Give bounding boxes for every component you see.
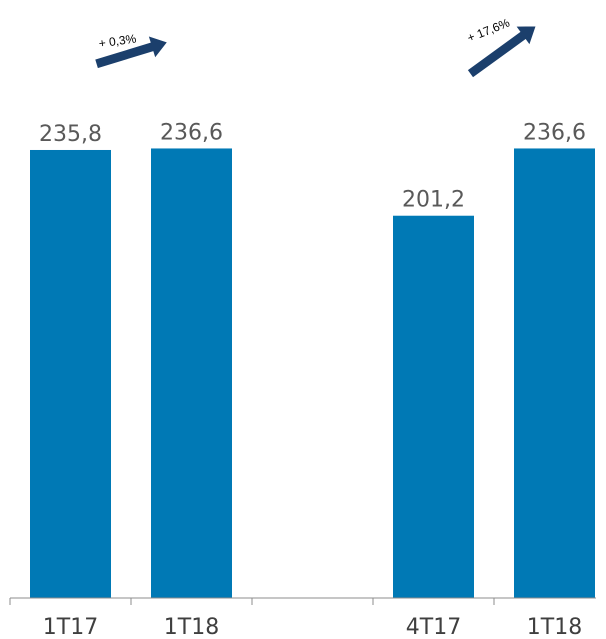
growth-arrow-icon	[466, 25, 538, 79]
x-axis	[9, 597, 596, 605]
data-label: 235,8	[39, 122, 102, 147]
data-label: 201,2	[402, 188, 465, 213]
growth-arrow-annotation: + 17,6%	[465, 15, 538, 79]
bars-group	[30, 148, 595, 599]
x-tick-label: 1T18	[164, 615, 219, 639]
data-label: 236,6	[160, 120, 223, 145]
bar	[514, 148, 595, 598]
growth-arrow-icon	[93, 34, 169, 70]
data-label: 236,6	[523, 120, 586, 145]
value-labels-group: 235,8 236,6 201,2 236,6	[39, 120, 586, 212]
growth-annotation-label: + 0,3%	[98, 31, 138, 50]
x-tick-label: 1T18	[527, 615, 582, 639]
bar	[30, 149, 111, 599]
bar	[393, 215, 474, 598]
growth-annotation-label: + 17,6%	[465, 15, 512, 45]
growth-arrow-annotation: + 0,3%	[93, 31, 169, 70]
category-labels-group: 1T17 1T18 4T17 1T18	[43, 615, 582, 639]
x-tick-label: 1T17	[43, 615, 98, 639]
x-tick-label: 4T17	[406, 615, 461, 639]
bar	[151, 148, 232, 598]
